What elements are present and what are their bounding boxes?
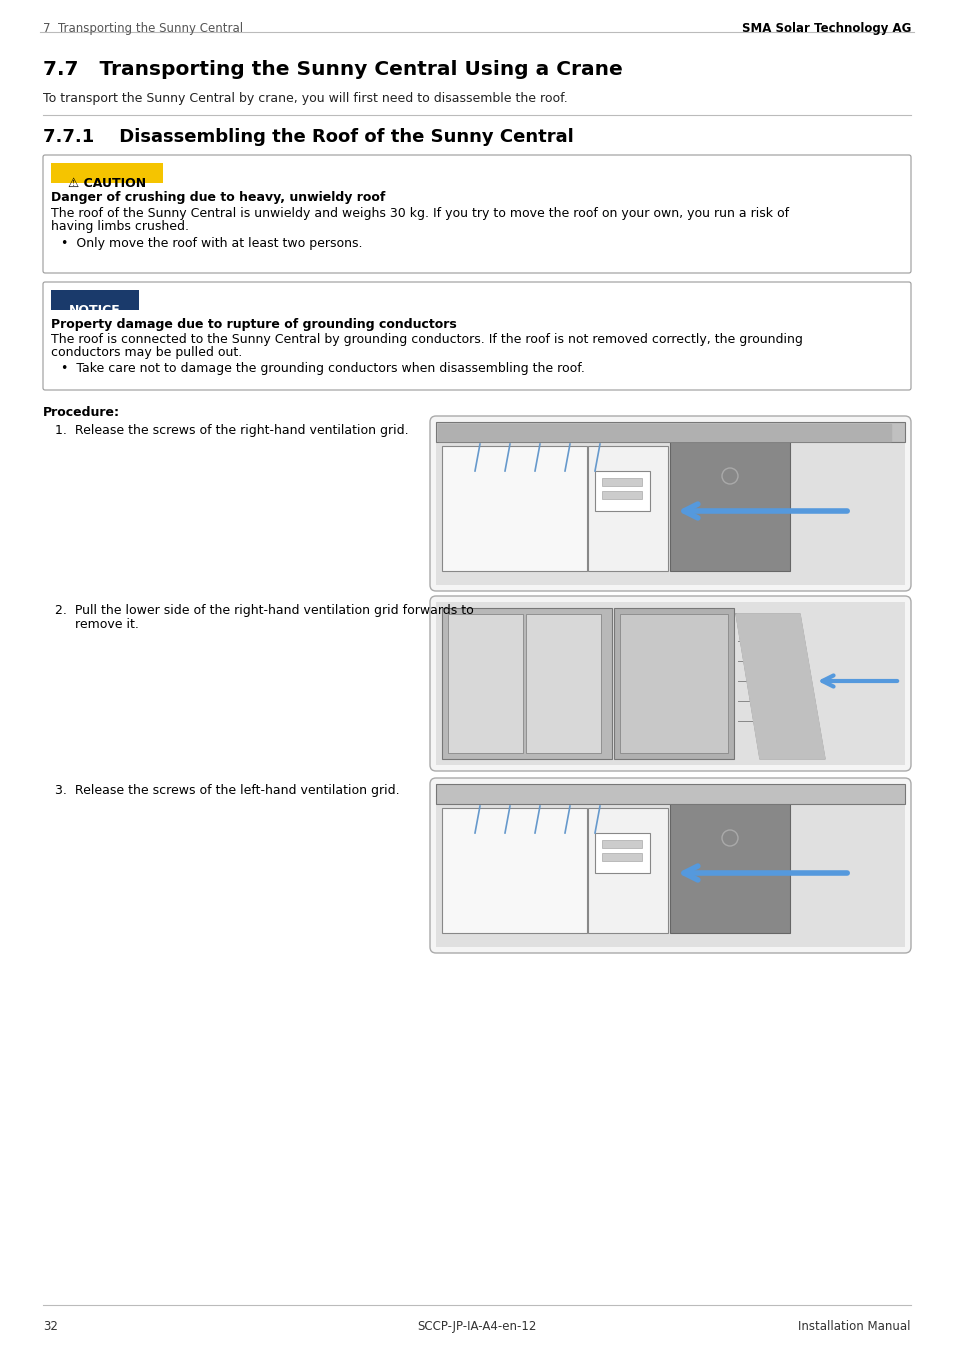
Polygon shape [437, 424, 890, 441]
Bar [601, 840, 641, 848]
Bar [601, 478, 641, 486]
Text: SCCP-JP-IA-A4-en-12: SCCP-JP-IA-A4-en-12 [416, 1320, 537, 1332]
Text: Installation Manual: Installation Manual [798, 1320, 910, 1332]
Text: •  Take care not to damage the grounding conductors when disassembling the roof.: • Take care not to damage the grounding … [61, 362, 584, 375]
FancyBboxPatch shape [43, 282, 910, 390]
Text: having limbs crushed.: having limbs crushed. [51, 220, 189, 234]
Bar [51, 290, 139, 310]
Text: conductors may be pulled out.: conductors may be pulled out. [51, 346, 242, 359]
Bar [669, 798, 789, 933]
Polygon shape [735, 614, 824, 759]
Bar [601, 853, 641, 861]
Text: 7.7.1    Disassembling the Roof of the Sunny Central: 7.7.1 Disassembling the Roof of the Sunn… [43, 128, 573, 146]
Bar [441, 446, 586, 571]
Text: 32: 32 [43, 1320, 58, 1332]
Text: To transport the Sunny Central by crane, you will first need to disassemble the : To transport the Sunny Central by crane,… [43, 92, 567, 105]
Text: SMA Solar Technology AG: SMA Solar Technology AG [740, 22, 910, 35]
FancyBboxPatch shape [43, 155, 910, 273]
Bar [669, 436, 789, 571]
Bar [441, 608, 612, 759]
Bar [436, 784, 904, 946]
Bar [436, 423, 904, 441]
Text: •  Only move the roof with at least two persons.: • Only move the roof with at least two p… [61, 238, 362, 250]
Bar [525, 614, 600, 753]
Text: NOTICE: NOTICE [69, 304, 121, 317]
Text: Danger of crushing due to heavy, unwieldy roof: Danger of crushing due to heavy, unwield… [51, 190, 385, 204]
Bar [448, 614, 522, 753]
Bar [441, 809, 586, 933]
Bar [436, 784, 904, 805]
Text: 3.  Release the screws of the left-hand ventilation grid.: 3. Release the screws of the left-hand v… [55, 784, 399, 796]
Bar [614, 608, 733, 759]
Text: 1.  Release the screws of the right-hand ventilation grid.: 1. Release the screws of the right-hand … [55, 424, 408, 437]
Bar [595, 833, 649, 873]
Bar [587, 809, 667, 933]
Text: The roof is connected to the Sunny Central by grounding conductors. If the roof : The roof is connected to the Sunny Centr… [51, 333, 802, 346]
Bar [51, 163, 163, 184]
Text: ⚠ CAUTION: ⚠ CAUTION [68, 177, 146, 190]
Bar [601, 491, 641, 500]
Text: remove it.: remove it. [55, 618, 139, 630]
Bar [436, 602, 904, 765]
Text: 7.7   Transporting the Sunny Central Using a Crane: 7.7 Transporting the Sunny Central Using… [43, 59, 622, 80]
FancyBboxPatch shape [430, 778, 910, 953]
FancyBboxPatch shape [430, 416, 910, 591]
Text: 2.  Pull the lower side of the right-hand ventilation grid forwards to: 2. Pull the lower side of the right-hand… [55, 603, 474, 617]
Bar [595, 471, 649, 512]
Text: Procedure:: Procedure: [43, 406, 120, 418]
Text: Property damage due to rupture of grounding conductors: Property damage due to rupture of ground… [51, 319, 456, 331]
Text: 7  Transporting the Sunny Central: 7 Transporting the Sunny Central [43, 22, 243, 35]
Bar [436, 423, 904, 585]
FancyBboxPatch shape [430, 595, 910, 771]
Bar [587, 446, 667, 571]
Text: The roof of the Sunny Central is unwieldy and weighs 30 kg. If you try to move t: The roof of the Sunny Central is unwield… [51, 207, 788, 220]
Bar [619, 614, 727, 753]
